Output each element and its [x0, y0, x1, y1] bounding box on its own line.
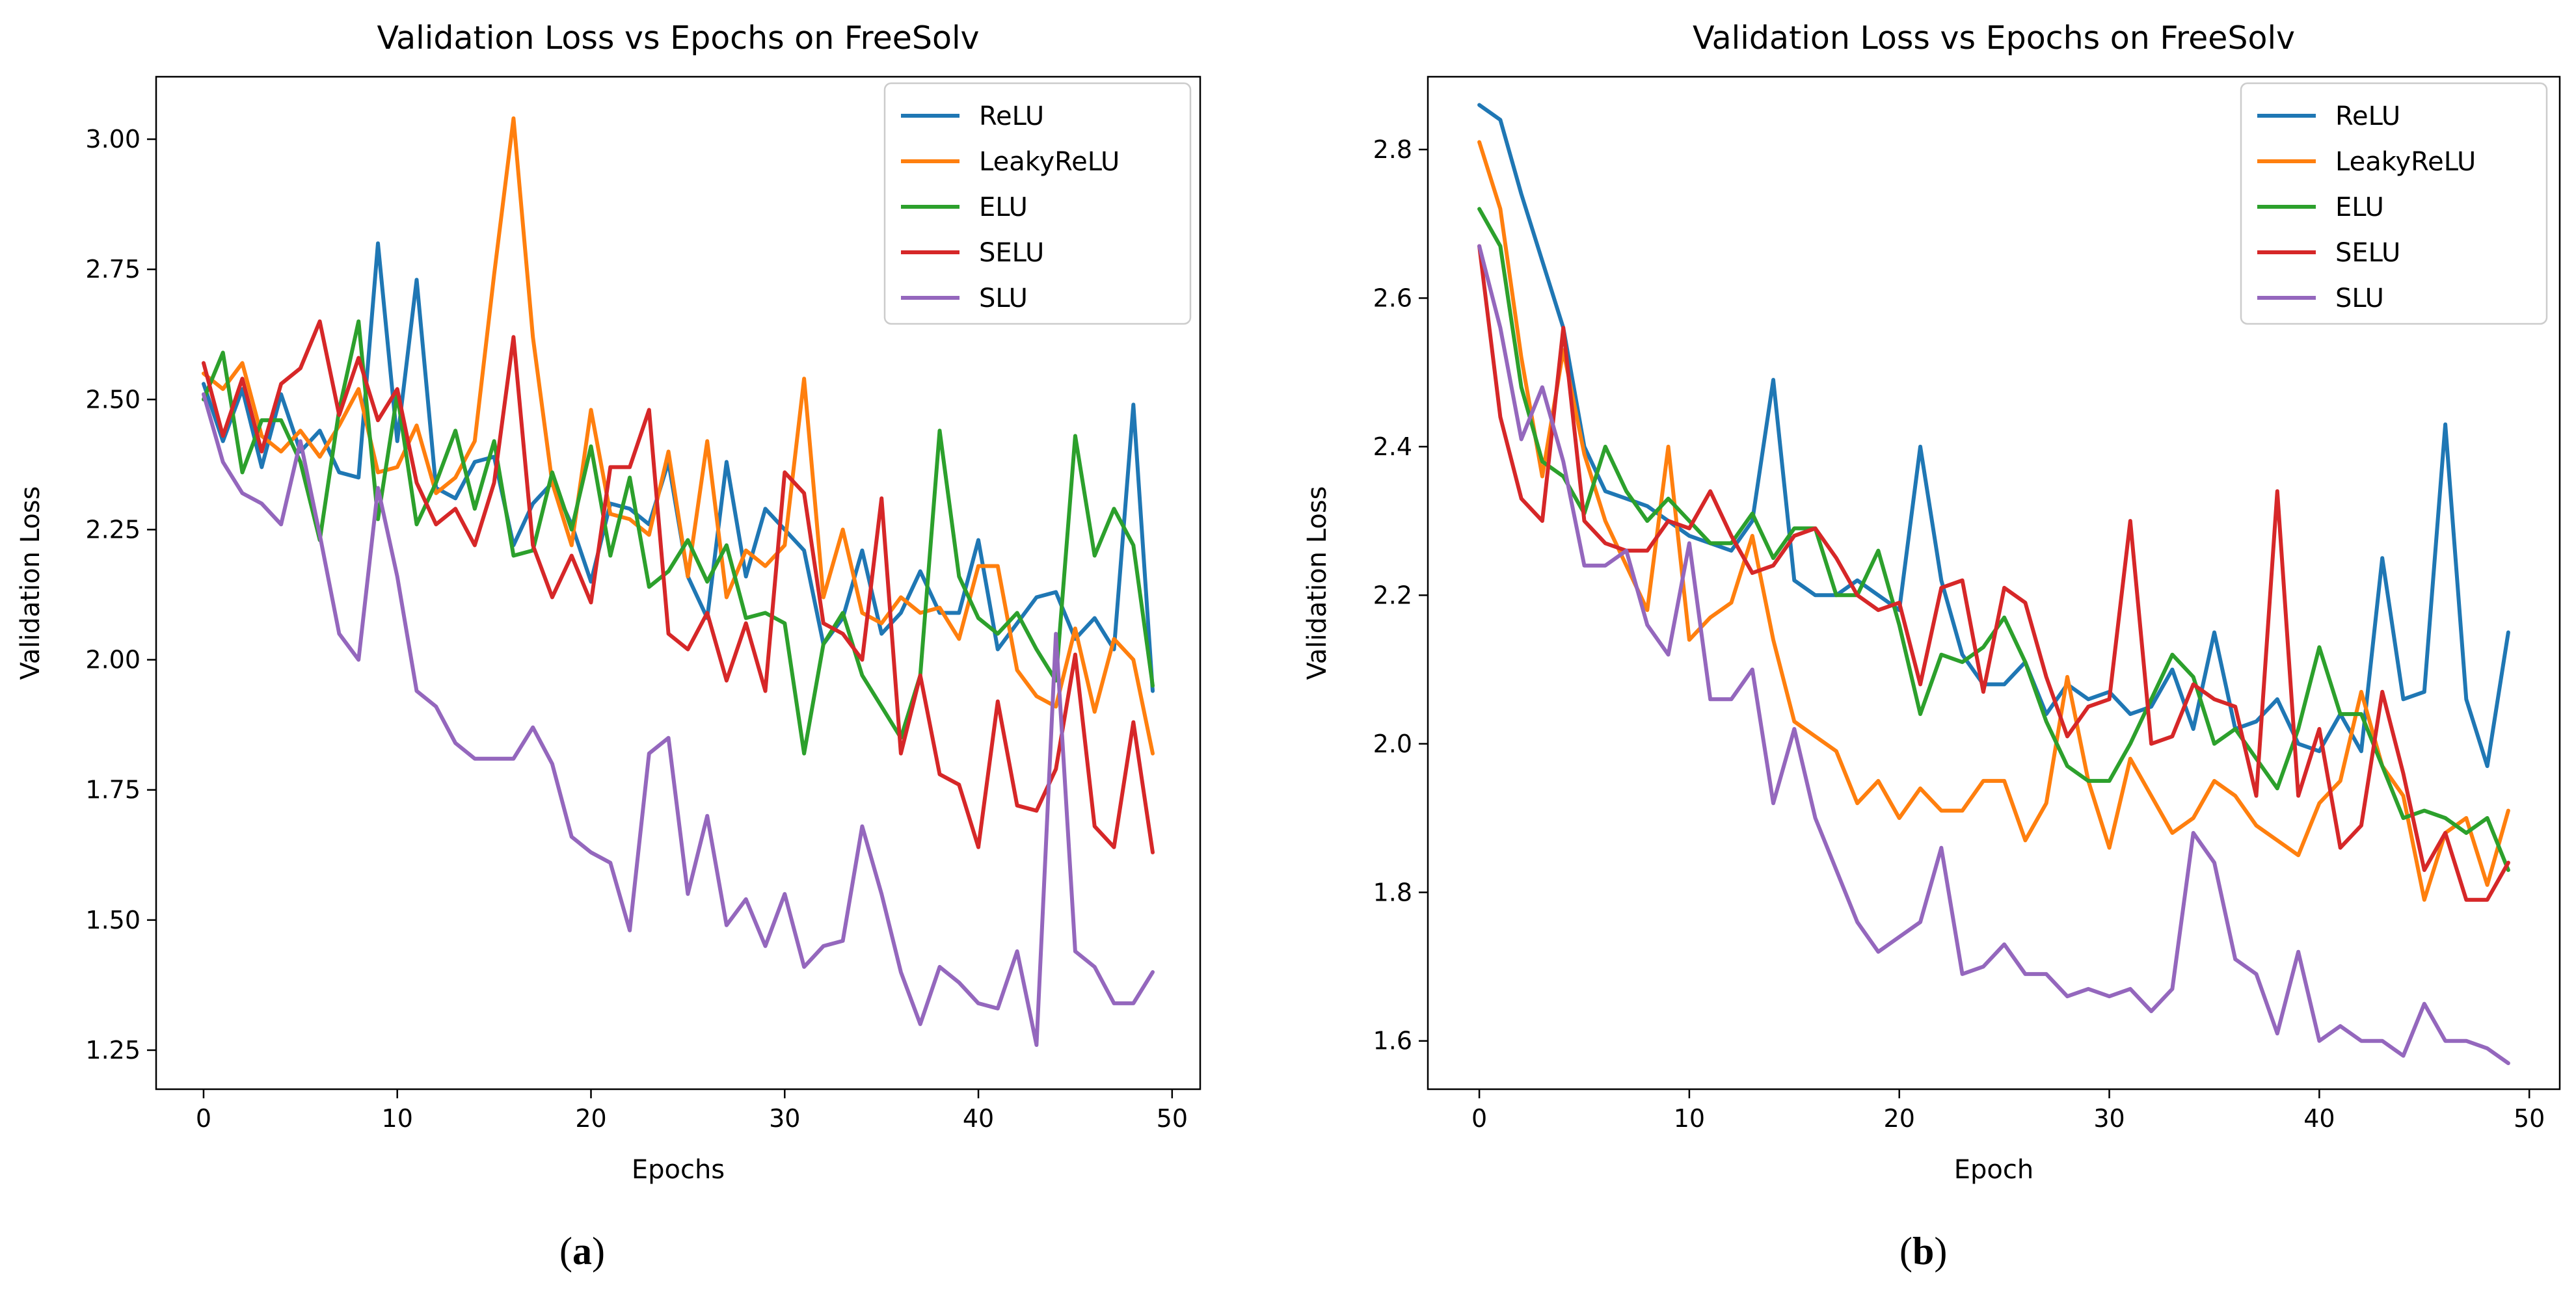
caption-b-letter: b	[1912, 1230, 1935, 1273]
chart-b-y-tick-label: 2.6	[1373, 284, 1412, 312]
chart-a-y-tick-label: 2.00	[85, 646, 141, 674]
chart-a-plot-frame	[155, 75, 1201, 1091]
chart-a-legend: ReLU LeakyReLU ELU SELU SLU	[883, 82, 1192, 325]
chart-b-title: Validation Loss vs Epochs on FreeSolv	[1693, 20, 2295, 57]
chart-b-legend: ReLU LeakyReLU ELU SELU SLU	[2240, 82, 2548, 325]
chart-a-title: Validation Loss vs Epochs on FreeSolv	[377, 20, 979, 57]
caption-a: (a)	[559, 1229, 605, 1274]
chart-a-x-axis-label: Epochs	[632, 1155, 725, 1185]
chart-b-legend-label-relu: ReLU	[2335, 101, 2400, 131]
caption-a-close: )	[591, 1230, 605, 1273]
chart-b-legend-label-slu: SLU	[2335, 284, 2384, 313]
chart-a-x-tick-label: 50	[1157, 1104, 1188, 1133]
chart-a-legend-box	[883, 82, 1192, 325]
chart-b-y-tick-label: 2.8	[1373, 135, 1412, 164]
caption-b-close: )	[1934, 1230, 1948, 1273]
chart-a-y-tick-label: 2.25	[85, 515, 141, 544]
chart-b-x-tick-label: 50	[2514, 1104, 2545, 1133]
chart-b-y-axis-label: Validation Loss	[1302, 486, 1332, 680]
chart-b-plot-frame	[1427, 75, 2561, 1091]
chart-a-series-leakyrelu-line	[202, 116, 1155, 756]
chart-a-y-tick-label: 3.00	[85, 125, 141, 153]
chart-a-series-selu-line	[202, 319, 1155, 854]
chart-b-x-tick-label: 10	[1674, 1104, 1705, 1133]
chart-b-y-tick-label: 2.2	[1373, 581, 1412, 609]
chart-b-legend-label-elu: ELU	[2335, 192, 2384, 222]
chart-b-x-axis-label: Epoch	[1954, 1155, 2033, 1185]
chart-a-y-tick-label: 2.75	[85, 255, 141, 284]
chart-a-legend-label-leakyrelu: LeakyReLU	[979, 147, 1120, 177]
chart-b-legend-box	[2240, 82, 2548, 325]
caption-a-letter: a	[572, 1230, 592, 1273]
chart-b-series-slu-line	[1477, 244, 2510, 1065]
chart-b-y-tick-label: 1.8	[1373, 878, 1412, 906]
chart-b-series-relu-line	[1477, 103, 2510, 769]
chart-a-legend-label-relu: ReLU	[979, 101, 1044, 131]
chart-b-x-tick-label: 30	[2093, 1104, 2125, 1133]
chart-a-x-tick-label: 40	[963, 1104, 994, 1133]
chart-b-legend-label-leakyrelu: LeakyReLU	[2335, 147, 2476, 177]
chart-a-y-tick-label: 2.50	[85, 385, 141, 414]
chart-a-y-axis-label: Validation Loss	[16, 486, 46, 680]
chart-b-series-selu-line	[1477, 244, 2510, 902]
caption-b: (b)	[1899, 1229, 1947, 1274]
chart-b-y-tick-label: 1.6	[1373, 1027, 1412, 1055]
caption-b-open: (	[1899, 1230, 1912, 1273]
chart-a-y-tick-label: 1.25	[85, 1036, 141, 1064]
chart-a-series-elu-line	[202, 319, 1155, 756]
chart-a-legend-label-slu: SLU	[979, 284, 1028, 313]
chart-a-x-tick-label: 20	[575, 1104, 606, 1133]
chart-b-x-tick-label: 0	[1471, 1104, 1487, 1133]
chart-b-x-tick-label: 20	[1884, 1104, 1915, 1133]
chart-a-x-tick-label: 10	[382, 1104, 413, 1133]
chart-b-y-tick-label: 2.4	[1373, 432, 1412, 461]
caption-a-open: (	[559, 1230, 572, 1273]
chart-b-series-leakyrelu-line	[1477, 140, 2510, 902]
chart-a-y-tick-label: 1.75	[85, 776, 141, 804]
chart-a-x-tick-label: 0	[196, 1104, 211, 1133]
chart-a-legend-label-elu: ELU	[979, 192, 1028, 222]
chart-a-y-tick-label: 1.50	[85, 906, 141, 934]
chart-b-x-tick-label: 40	[2303, 1104, 2335, 1133]
chart-a-legend-label-selu: SELU	[979, 238, 1044, 268]
chart-b-y-tick-label: 2.0	[1373, 730, 1412, 758]
chart-b-legend-label-selu: SELU	[2335, 238, 2400, 268]
chart-a-series-slu-line	[202, 392, 1155, 1047]
chart-a-x-tick-label: 30	[769, 1104, 800, 1133]
